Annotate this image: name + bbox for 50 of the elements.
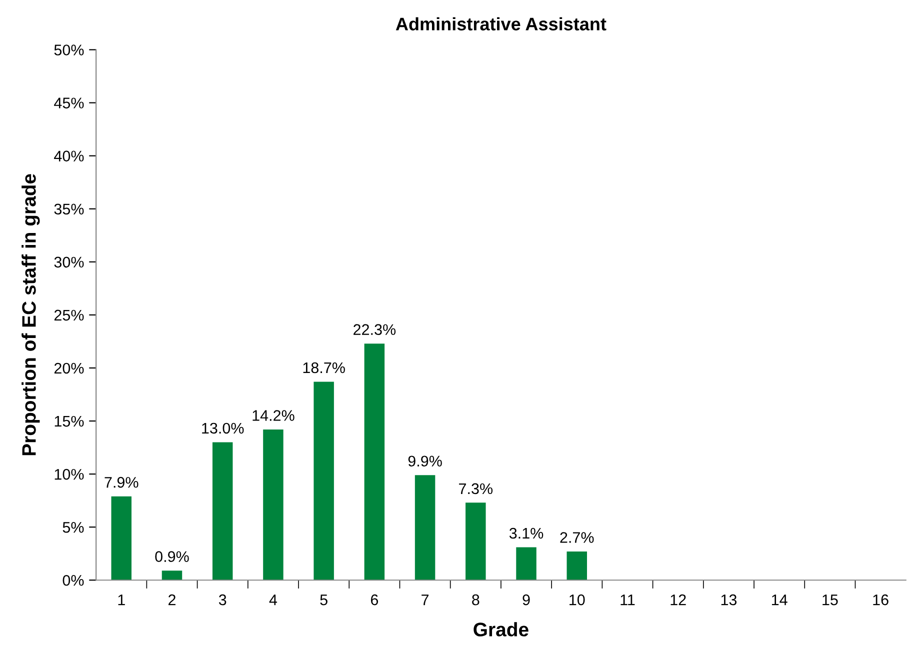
x-tick-label: 12 [670,594,686,606]
y-tick-label: 5% [62,522,84,533]
y-tick-label: 0% [62,574,84,586]
y-tick-label: 10% [54,468,84,480]
bar [466,502,486,580]
y-tick-label: 25% [54,310,84,321]
y-tick-label: 30% [54,256,84,268]
bar [314,382,334,580]
y-axis-title: Proportion of EC staff in grade [22,174,40,456]
bar [516,547,536,580]
x-tick-label: 15 [822,594,838,606]
bar [162,570,182,580]
x-tick-label: 7 [422,594,429,606]
x-tick-label: 3 [218,594,226,606]
y-tick-label: 15% [54,416,84,427]
y-tick-label: 50% [54,44,84,56]
data-label: 2.7% [560,532,594,543]
x-tick-label: 14 [772,594,788,606]
bar [212,442,233,580]
chart-title: Administrative Assistant [396,17,606,30]
x-tick-label: 13 [721,594,737,606]
x-tick-label: 11 [620,594,635,606]
x-tick-label: 5 [320,594,328,606]
y-tick-label: 40% [54,150,84,162]
x-tick-label: 6 [370,594,378,606]
bar [414,475,436,580]
data-label: 7.3% [459,483,493,494]
x-tick-label: 16 [873,594,888,606]
data-label: 3.1% [509,528,544,539]
data-label: 22.3% [354,324,396,335]
bar [111,496,132,580]
x-tick-label: 1 [118,594,125,606]
bar [263,429,284,580]
data-label: 14.2% [252,410,294,421]
data-label: 0.9% [155,551,189,562]
x-tick-label: 4 [269,594,278,606]
x-axis-title: Grade [474,622,528,636]
data-label: 7.9% [104,476,138,488]
x-tick-label: 9 [522,594,530,606]
bar [566,551,587,580]
data-label: 9.9% [408,456,442,467]
y-tick-label: 35% [54,204,84,215]
data-label: 13.0% [202,422,244,434]
y-tick-label: 45% [54,98,84,108]
x-tick-label: 8 [472,594,480,606]
x-tick-label: 2 [168,594,176,606]
x-tick-label: 10 [570,594,585,606]
bar [364,344,385,580]
y-tick-label: 20% [54,362,84,374]
data-label: 18.7% [303,362,345,374]
